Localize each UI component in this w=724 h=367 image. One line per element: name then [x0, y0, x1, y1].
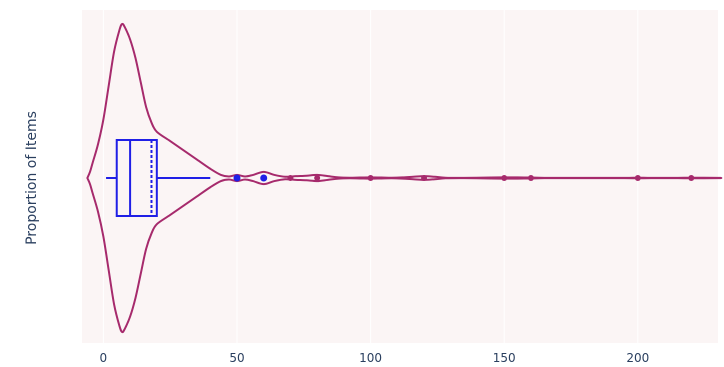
violin-point-120 [421, 175, 428, 181]
x-tick-label-50: 50 [229, 351, 244, 365]
violin-point-70 [287, 175, 294, 181]
x-tick-label-150: 150 [493, 351, 516, 365]
x-tick-labels: 0 50 100 150 200 [100, 351, 650, 365]
box-outlier-60 [260, 174, 268, 182]
violin-point-220 [688, 175, 695, 181]
y-axis-title: Proportion of Items [24, 111, 40, 245]
violin-outline [86, 22, 723, 334]
violin-layer [86, 22, 723, 334]
points-layer [233, 174, 695, 182]
violin-point-80 [314, 175, 321, 181]
violin-point-150 [501, 175, 508, 181]
iqr-box [115, 139, 158, 217]
violin-point-160 [527, 175, 534, 181]
x-tick-label-100: 100 [359, 351, 382, 365]
x-tick-label-200: 200 [626, 351, 649, 365]
violin-point-200 [634, 175, 641, 181]
box-layer [106, 139, 211, 217]
violin-point-100 [367, 175, 374, 181]
box-outlier-50 [233, 174, 241, 182]
x-tick-label-0: 0 [100, 351, 108, 365]
